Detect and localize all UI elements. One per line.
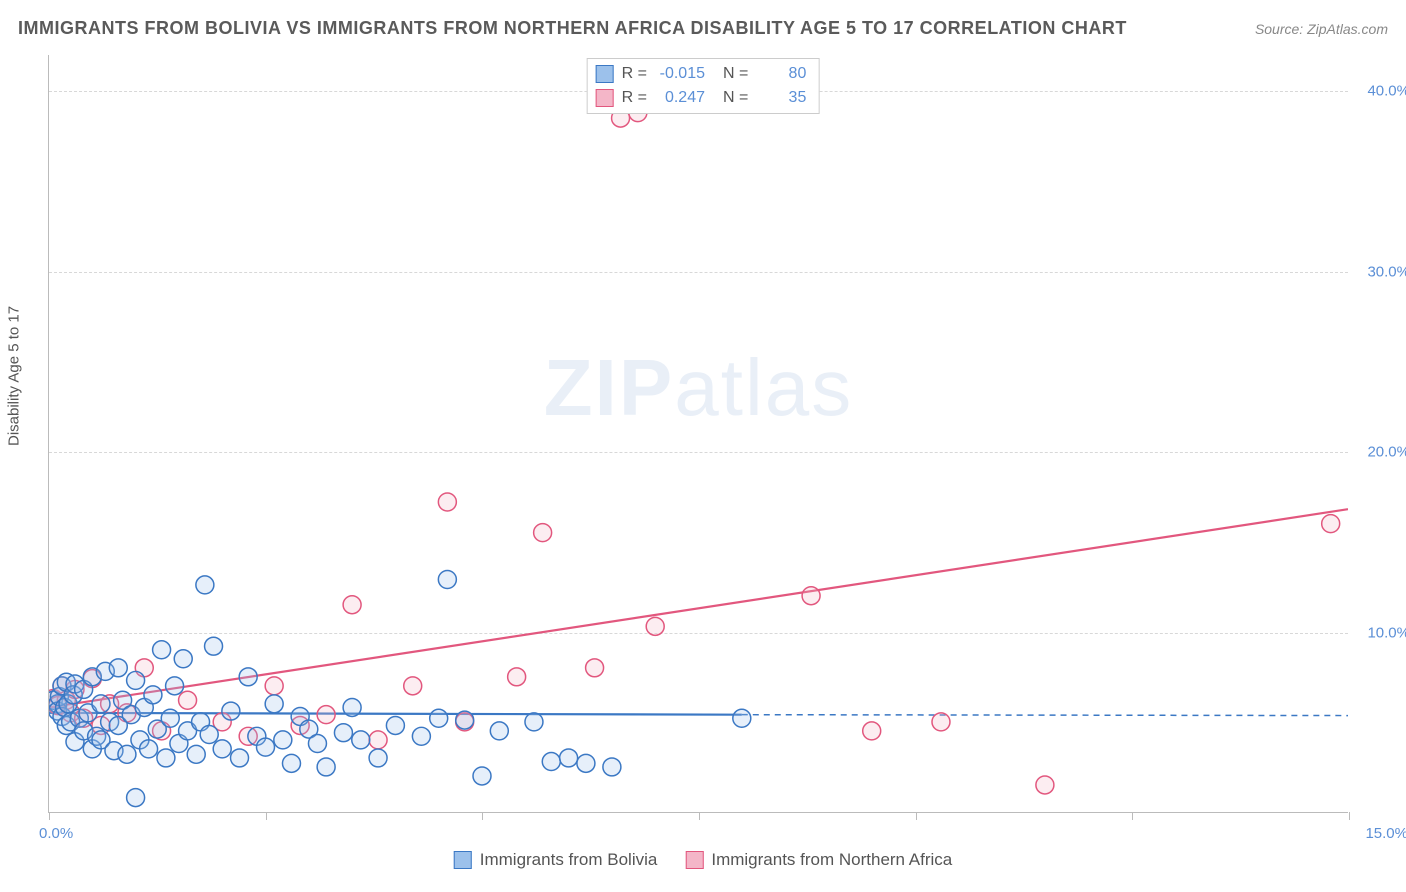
swatch-nafrica <box>596 89 614 107</box>
legend-label-nafrica: Immigrants from Northern Africa <box>711 850 952 870</box>
legend-item-nafrica: Immigrants from Northern Africa <box>685 850 952 870</box>
legend-stats-row-1: R = -0.015 N = 80 <box>596 62 807 86</box>
r-value-bolivia: -0.015 <box>655 62 705 86</box>
y-tick-label: 10.0% <box>1367 624 1406 641</box>
y-axis-label: Disability Age 5 to 17 <box>6 306 23 446</box>
legend-label-bolivia: Immigrants from Bolivia <box>480 850 658 870</box>
swatch-nafrica-bottom <box>685 851 703 869</box>
swatch-bolivia <box>596 65 614 83</box>
x-tick <box>49 812 50 820</box>
x-tick <box>482 812 483 820</box>
r-value-nafrica: 0.247 <box>655 86 705 110</box>
chart-title: IMMIGRANTS FROM BOLIVIA VS IMMIGRANTS FR… <box>18 18 1127 39</box>
swatch-bolivia-bottom <box>454 851 472 869</box>
legend-item-bolivia: Immigrants from Bolivia <box>454 850 658 870</box>
plot-area: ZIPatlas 0.0% 15.0% 10.0%20.0%30.0%40.0% <box>48 55 1348 813</box>
source-label: Source: ZipAtlas.com <box>1255 21 1388 37</box>
legend-stats-row-2: R = 0.247 N = 35 <box>596 86 807 110</box>
x-tick <box>916 812 917 820</box>
x-tick-end: 15.0% <box>1365 825 1406 842</box>
x-tick-start: 0.0% <box>39 825 73 842</box>
y-tick-label: 40.0% <box>1367 83 1406 100</box>
x-tick <box>699 812 700 820</box>
x-tick <box>266 812 267 820</box>
n-value-nafrica: 35 <box>756 86 806 110</box>
n-value-bolivia: 80 <box>756 62 806 86</box>
x-tick <box>1349 812 1350 820</box>
y-tick-label: 20.0% <box>1367 444 1406 461</box>
y-tick-label: 30.0% <box>1367 263 1406 280</box>
plot-svg <box>49 55 1348 812</box>
legend-stats: R = -0.015 N = 80 R = 0.247 N = 35 <box>587 58 820 114</box>
x-tick <box>1132 812 1133 820</box>
legend-series: Immigrants from Bolivia Immigrants from … <box>454 850 953 870</box>
